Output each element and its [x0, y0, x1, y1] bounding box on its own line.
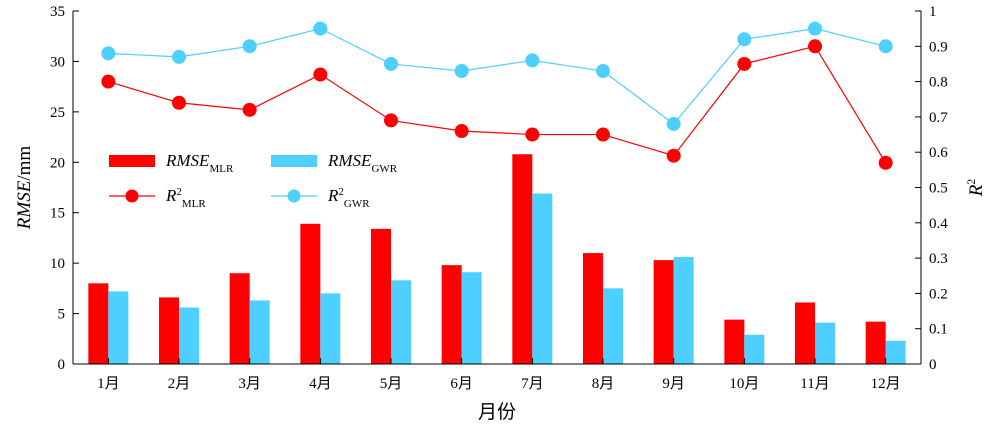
axes-layer: 0 5 10 15 20 25 30 35 0 0.1 0.2 0.3 0.4 0.5 0.6 0.7 0.8 0…	[14, 4, 987, 423]
x-tick-label: 9月	[662, 376, 685, 392]
bar-gwr-5	[391, 280, 411, 364]
legend-label-r2-gwr: R2GWR	[327, 186, 370, 210]
point-r2-gwr-6	[454, 64, 469, 79]
bar-gwr-1	[108, 291, 129, 364]
left-tick-label: 20	[50, 155, 65, 171]
point-r2-gwr-1	[101, 46, 116, 61]
left-tick-label: 10	[50, 256, 65, 272]
point-r2-mlr-9	[666, 148, 681, 163]
x-tick-label: 11月	[800, 376, 829, 392]
right-tick-label: 0.5	[929, 181, 948, 197]
x-tick-label: 3月	[238, 376, 261, 392]
bar-gwr-7	[532, 193, 553, 364]
right-axis-title: R2	[964, 179, 987, 198]
x-tick-label: 5月	[380, 376, 403, 392]
point-r2-gwr-9	[666, 116, 681, 131]
bar-mlr-2	[159, 297, 179, 364]
bar-mlr-7	[512, 154, 533, 364]
legend-marker-r2-mlr	[125, 189, 139, 203]
bar-mlr-1	[88, 283, 109, 364]
point-r2-gwr-5	[384, 56, 398, 71]
right-tick-label: 0.2	[929, 286, 948, 302]
point-r2-mlr-3	[242, 102, 257, 117]
point-r2-gwr-2	[172, 49, 186, 64]
x-tick-label: 10月	[729, 376, 759, 392]
bar-gwr-9	[673, 257, 694, 364]
left-tick-label: 15	[50, 206, 65, 222]
legend-label-rmse-mlr: RMSEMLR	[165, 151, 234, 175]
x-tick-label: 7月	[521, 376, 544, 392]
bar-gwr-12	[885, 340, 906, 364]
point-r2-mlr-7	[525, 127, 540, 142]
bar-mlr-11	[795, 302, 815, 364]
line-r2-gwr	[108, 28, 886, 125]
right-tick-label: 0.4	[929, 216, 948, 232]
legend-marker-r2-gwr	[287, 189, 301, 203]
left-tick-label: 25	[50, 105, 65, 121]
right-tick-label: 0.6	[929, 145, 948, 161]
right-tick-label: 1	[929, 4, 937, 20]
bar-mlr-10	[724, 319, 745, 364]
bar-mlr-5	[371, 228, 391, 364]
point-r2-gwr-12	[878, 39, 893, 54]
legend: RMSEMLR RMSEGWR R2MLR R2GWR	[109, 151, 398, 210]
bar-mlr-12	[865, 321, 886, 364]
point-r2-gwr-4	[313, 21, 328, 36]
right-tick-label: 0.3	[929, 251, 948, 267]
bar-gwr-3	[249, 300, 270, 364]
bar-mlr-6	[441, 265, 462, 364]
point-r2-gwr-11	[808, 21, 822, 36]
right-tick-label: 0.1	[929, 322, 948, 338]
point-r2-mlr-8	[596, 127, 610, 142]
bar-gwr-11	[815, 322, 835, 364]
left-tick-label: 0	[58, 357, 66, 373]
bar-gwr-6	[461, 272, 482, 364]
bar-mlr-4	[300, 223, 321, 364]
bar-gwr-8	[603, 288, 623, 364]
x-tick-label: 6月	[450, 376, 473, 392]
point-r2-mlr-1	[101, 74, 116, 89]
left-tick-label: 5	[58, 307, 66, 323]
bar-gwr-2	[179, 307, 199, 364]
right-tick-label: 0	[929, 357, 937, 373]
right-tick-label: 0.9	[929, 39, 948, 55]
point-r2-mlr-5	[384, 113, 398, 128]
point-r2-gwr-10	[737, 32, 752, 47]
legend-swatch-rmse-gwr	[271, 155, 317, 167]
right-tick-label: 0.7	[929, 110, 948, 126]
x-tick-label: 8月	[592, 376, 615, 392]
left-tick-label: 30	[50, 54, 65, 70]
point-r2-mlr-11	[808, 39, 822, 54]
x-tick-label: 2月	[168, 376, 191, 392]
point-r2-mlr-6	[454, 124, 469, 139]
left-tick-label: 35	[50, 4, 65, 20]
legend-label-rmse-gwr: RMSEGWR	[327, 151, 398, 175]
bar-mlr-3	[229, 273, 250, 364]
bar-mlr-9	[653, 260, 674, 364]
x-tick-label: 1月	[97, 376, 120, 392]
point-r2-gwr-7	[525, 53, 540, 68]
x-tick-label: 4月	[309, 376, 332, 392]
bar-gwr-10	[744, 334, 765, 364]
point-r2-mlr-4	[313, 67, 328, 82]
bar-mlr-8	[583, 253, 603, 364]
point-r2-mlr-10	[737, 56, 752, 71]
point-r2-gwr-8	[596, 64, 610, 79]
lines-layer	[101, 21, 893, 170]
bar-gwr-4	[320, 293, 341, 364]
line-r2-mlr	[108, 45, 887, 164]
bars-layer	[88, 154, 906, 364]
right-tick-label: 0.8	[929, 75, 948, 91]
left-axis-title: RMSE/mm	[14, 146, 35, 231]
point-r2-gwr-3	[242, 39, 257, 54]
legend-swatch-rmse-mlr	[109, 155, 155, 167]
legend-label-r2-mlr: R2MLR	[165, 186, 206, 210]
x-axis-title: 月份	[478, 401, 516, 423]
point-r2-mlr-12	[878, 155, 893, 170]
x-tick-label: 12月	[871, 376, 901, 392]
point-r2-mlr-2	[172, 95, 186, 110]
